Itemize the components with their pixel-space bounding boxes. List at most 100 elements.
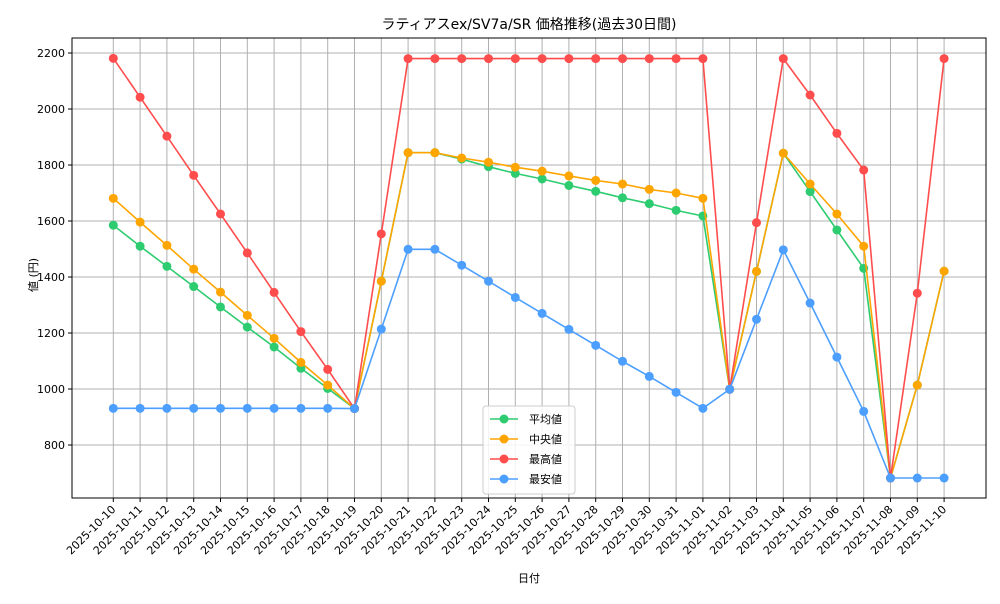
data-point: [564, 180, 574, 190]
data-point: [537, 174, 547, 184]
data-point: [671, 188, 681, 198]
series-lines: [108, 53, 949, 483]
data-point: [805, 90, 815, 100]
data-point: [216, 209, 225, 219]
data-point: [162, 131, 172, 141]
data-point: [457, 260, 467, 270]
data-point: [778, 148, 788, 158]
data-point: [216, 403, 225, 413]
data-point: [859, 406, 869, 416]
x-axis-label: 日付: [518, 572, 540, 585]
data-point: [484, 54, 493, 64]
data-point: [323, 364, 333, 374]
y-tick-label: 800: [44, 439, 65, 452]
data-point: [403, 54, 413, 64]
data-point: [778, 54, 788, 64]
data-point: [296, 357, 306, 367]
data-point: [832, 225, 842, 235]
legend-marker: [499, 414, 509, 424]
data-point: [859, 241, 869, 251]
legend-item: 最安値: [490, 472, 562, 486]
data-point: [323, 380, 333, 390]
data-point: [510, 162, 520, 172]
data-point: [430, 148, 440, 158]
data-point: [618, 356, 627, 366]
data-point: [296, 403, 306, 413]
data-point: [189, 264, 199, 274]
data-point: [752, 314, 761, 324]
data-point: [242, 248, 252, 258]
data-point: [832, 128, 842, 138]
y-tick-label: 1000: [37, 383, 65, 396]
y-tick-label: 1400: [37, 271, 65, 284]
data-point: [618, 54, 627, 64]
legend-marker: [499, 474, 509, 484]
data-point: [403, 148, 413, 158]
data-point: [162, 261, 172, 271]
data-point: [591, 186, 601, 196]
data-point: [162, 403, 172, 413]
data-point: [591, 54, 601, 64]
data-point: [108, 53, 118, 63]
data-point: [805, 179, 815, 189]
data-point: [189, 282, 199, 292]
legend-item: 中央値: [490, 433, 562, 446]
data-point: [108, 220, 118, 230]
y-tick-label: 2200: [37, 47, 65, 60]
data-point: [216, 302, 225, 312]
data-point: [618, 179, 627, 189]
series-1: [108, 148, 949, 483]
data-point: [752, 218, 761, 228]
data-point: [698, 54, 708, 64]
data-point: [698, 193, 708, 203]
data-point: [564, 171, 574, 181]
data-point: [296, 327, 306, 337]
data-point: [564, 324, 574, 334]
data-point: [591, 175, 601, 185]
data-point: [644, 199, 654, 209]
data-point: [457, 54, 467, 64]
plot-area-frame: [71, 37, 987, 499]
data-point: [805, 187, 815, 197]
data-point: [832, 352, 842, 362]
data-point: [323, 403, 333, 413]
series-line: [112, 151, 945, 479]
data-point: [457, 153, 467, 163]
y-tick-label: 1200: [37, 327, 65, 340]
data-point: [698, 403, 708, 413]
legend-marker: [499, 454, 509, 464]
y-tick-label: 1800: [37, 159, 65, 172]
data-point: [108, 403, 118, 413]
data-point: [537, 54, 547, 64]
y-tick-label: 2000: [37, 103, 65, 116]
data-point: [644, 371, 654, 381]
data-point: [269, 333, 279, 343]
legend-label: 平均値: [529, 413, 562, 426]
data-point: [242, 310, 252, 320]
chart-title: ラティアスex/SV7a/SR 価格推移(過去30日間): [382, 17, 677, 33]
data-point: [671, 205, 681, 215]
data-point: [403, 244, 413, 254]
data-point: [135, 241, 145, 251]
data-point: [778, 245, 788, 255]
data-point: [671, 54, 681, 64]
series-3: [108, 244, 949, 483]
data-point: [591, 340, 601, 350]
data-point: [162, 240, 172, 250]
data-point: [939, 473, 949, 483]
y-axis-label: 値 (円): [27, 258, 40, 292]
data-point: [242, 322, 252, 332]
data-point: [216, 287, 225, 297]
data-point: [430, 244, 440, 254]
x-axis: 2025-10-102025-10-112025-10-122025-10-13…: [64, 498, 949, 557]
data-point: [537, 166, 547, 176]
data-point: [644, 184, 654, 194]
data-point: [912, 380, 922, 390]
legend-marker: [499, 434, 509, 444]
data-point: [671, 387, 681, 397]
data-point: [859, 165, 869, 175]
y-tick-label: 1600: [37, 215, 65, 228]
